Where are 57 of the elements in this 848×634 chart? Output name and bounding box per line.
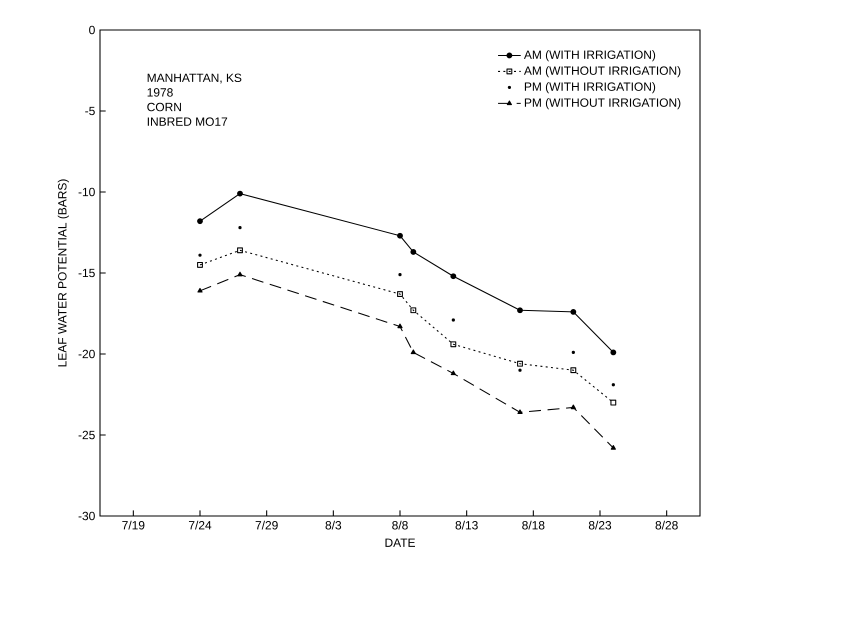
y-tick-label: -25: [78, 430, 95, 440]
x-axis-title: DATE: [385, 538, 415, 547]
point: [237, 272, 243, 276]
legend-label: PM (WITHOUT IRRIGATION): [524, 98, 680, 110]
point: [517, 409, 523, 414]
point: [237, 247, 243, 254]
point: [410, 307, 416, 314]
x-tick-label: 7/24: [188, 520, 212, 530]
point: [197, 262, 203, 268]
point: [397, 232, 403, 239]
x-tick-label: 7/29: [256, 520, 278, 530]
point: [197, 218, 203, 224]
point: [610, 445, 616, 450]
point: [517, 307, 523, 314]
annotation: CORN: [147, 102, 181, 112]
x-tick-label: 8/23: [588, 520, 612, 530]
point: [450, 341, 456, 348]
point: [410, 349, 416, 354]
point: [398, 273, 402, 276]
y-tick-label: -10: [78, 188, 95, 196]
point: [237, 190, 243, 197]
x-tick-label: 8/18: [522, 520, 544, 530]
point: [518, 368, 522, 372]
point: [450, 370, 456, 376]
point: [410, 249, 416, 255]
annotation: MANHATTAN, KS: [148, 74, 242, 84]
y-tick-label: -5: [85, 106, 95, 116]
point: [570, 308, 576, 315]
point: [397, 324, 403, 328]
x-tick-label: 8/8: [392, 520, 408, 530]
point: [197, 288, 203, 293]
y-tick-label: -15: [78, 268, 95, 278]
x-tick-label: 8/13: [456, 520, 478, 530]
legend-label: AM (WITH IRRIGATION): [524, 50, 656, 62]
x-tick-label: 7/19: [122, 520, 144, 530]
legend-label: AM (WITHOUT IRRIGATION): [524, 66, 680, 78]
point: [397, 291, 403, 297]
y-tick-label: -30: [78, 512, 95, 520]
point: [570, 404, 576, 410]
point: [450, 273, 456, 280]
point: [610, 400, 616, 406]
y-tick-label: 0: [89, 26, 95, 34]
point: [198, 254, 202, 257]
y-tick-label: -20: [78, 350, 95, 358]
point: [238, 226, 242, 230]
annotation: 1978: [148, 88, 173, 97]
point: [517, 360, 523, 367]
legend-label: PM (WITH IRRIGATION): [524, 82, 656, 94]
point: [572, 350, 575, 354]
annotation: INBRED MO17: [148, 117, 228, 126]
y-axis-title: LEAF WATER POTENTIAL (BARS): [58, 179, 69, 366]
point: [610, 349, 616, 356]
point: [612, 383, 615, 386]
point: [452, 318, 455, 322]
point: [570, 367, 576, 374]
x-tick-label: 8/28: [656, 520, 678, 530]
x-tick-label: 8/3: [326, 520, 342, 530]
